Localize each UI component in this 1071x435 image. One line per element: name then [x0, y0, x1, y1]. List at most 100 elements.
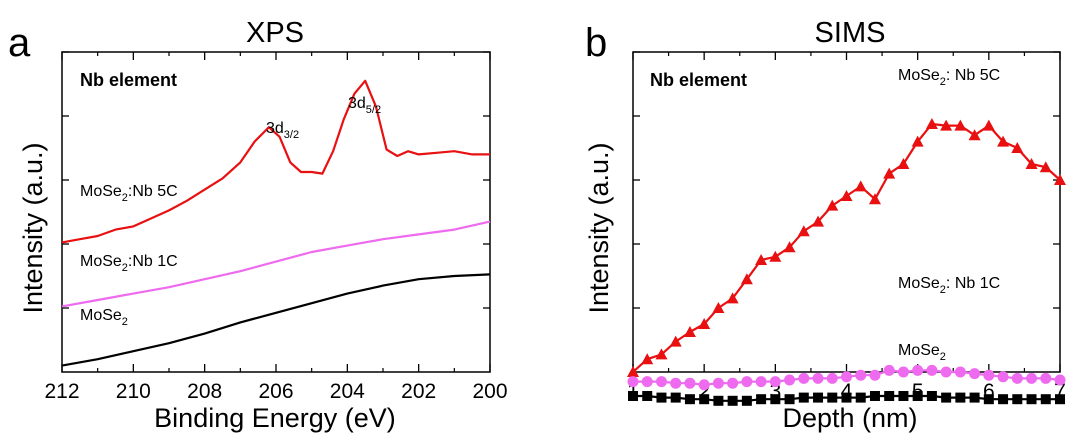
- panel-b-point-mose2: [983, 394, 994, 405]
- panel-b-point-mose2: [898, 391, 909, 401]
- panel-b-point-mose2-nb-1c: [954, 366, 966, 378]
- panel-b-point-mose2-nb-5c: [940, 119, 953, 131]
- panel-b-point-mose2: [827, 392, 838, 403]
- panel-b-point-mose2: [1026, 394, 1037, 405]
- panel-b-point-mose2: [699, 394, 710, 405]
- panel-b-point-mose2: [770, 394, 781, 405]
- panel-b-x-tick-label: 3: [769, 380, 781, 403]
- panel-b-series: [627, 118, 1066, 406]
- panel-b-point-mose2: [1040, 394, 1051, 405]
- panel-b-point-mose2: [869, 391, 880, 401]
- panel-a: a XPS Intensity (a.u.) Binding Energy (e…: [8, 17, 508, 433]
- panel-b-point-mose2: [884, 391, 895, 401]
- panel-b-letter: b: [585, 21, 607, 65]
- panel-b-point-mose2-nb-1c: [670, 377, 682, 389]
- panel-a-x-tick-label: 212: [44, 380, 79, 403]
- panel-b-point-mose2-nb-5c: [883, 167, 896, 179]
- panel-b-point-mose2: [855, 392, 866, 403]
- panel-b-point-mose2: [998, 394, 1009, 405]
- panel-b-point-mose2-nb-1c: [969, 368, 981, 380]
- panel-b-point-mose2-nb-1c: [1040, 372, 1052, 384]
- panel-a-x-tick-label: 204: [330, 380, 365, 403]
- series-label-b-nb1c: MoSe2: Nb 1C: [898, 275, 1000, 296]
- panel-b-point-mose2-nb-1c: [627, 376, 639, 388]
- panel-b-point-mose2: [727, 395, 738, 406]
- panel-a-x-axis-label: Binding Energy (eV): [154, 403, 396, 433]
- panel-b-point-mose2: [1055, 394, 1065, 405]
- panel-b-point-mose2-nb-5c: [1054, 174, 1066, 185]
- panel-a-series: [61, 79, 491, 367]
- panel-b-point-mose2-nb-5c: [641, 353, 654, 365]
- panel-a-letter: a: [8, 21, 31, 65]
- panel-b-point-mose2-nb-5c: [812, 215, 825, 227]
- panel-b-point-mose2: [1012, 394, 1023, 405]
- panel-b-point-mose2-nb-1c: [798, 372, 810, 384]
- panel-b-point-mose2-nb-1c: [855, 369, 867, 381]
- panel-b-point-mose2-nb-1c: [769, 376, 781, 388]
- panel-b-point-mose2-nb-1c: [869, 369, 881, 381]
- panel-b-point-mose2: [670, 392, 681, 403]
- panel-b-point-mose2-nb-5c: [627, 366, 639, 377]
- panel-b-point-mose2: [756, 394, 767, 405]
- panel-b-point-mose2-nb-1c: [1026, 372, 1038, 384]
- panel-a-tick-labels: 212 210 208 206 204 202 200: [44, 380, 507, 403]
- panel-b-x-tick-label: 2: [698, 380, 710, 403]
- panel-b-point-mose2: [969, 392, 980, 403]
- panel-b-point-mose2-nb-1c: [727, 377, 739, 389]
- panel-b-point-mose2-nb-5c: [868, 193, 881, 205]
- panel-b-point-mose2-nb-5c: [1039, 161, 1052, 173]
- panel-b-point-mose2: [941, 392, 952, 403]
- panel-a-x-tick-label: 200: [472, 380, 507, 403]
- panel-b-point-mose2: [926, 391, 937, 401]
- panel-b-point-mose2-nb-1c: [641, 376, 653, 388]
- panel-b-point-mose2-nb-5c: [997, 135, 1010, 147]
- panel-b-series-line-mose2-nb-5c: [632, 122, 1061, 373]
- panel-b-point-mose2: [784, 394, 795, 405]
- panel-b-y-axis-label: Intensity (a.u.): [584, 142, 614, 313]
- peak-label-3d52: 3d5/2: [348, 95, 381, 116]
- series-label-b-mose2: MoSe2: [898, 342, 946, 363]
- panel-b-point-mose2-nb-1c: [926, 364, 938, 376]
- panel-b-point-mose2-nb-5c: [968, 129, 981, 141]
- panel-b-point-mose2: [841, 392, 852, 403]
- panel-b: b SIMS Intensity (a.u.) Depth (nm) 12345…: [584, 17, 1066, 433]
- panel-b-point-mose2-nb-5c: [897, 158, 910, 169]
- panel-b-point-mose2-nb-5c: [826, 199, 839, 211]
- panel-b-plot-frame: [632, 51, 1061, 373]
- panel-b-point-mose2: [798, 392, 809, 403]
- panel-b-point-mose2-nb-5c: [1025, 158, 1038, 169]
- panel-b-point-mose2-nb-5c: [954, 119, 967, 131]
- panel-a-x-tick-label: 208: [187, 380, 222, 403]
- panel-b-point-mose2-nb-5c: [854, 180, 867, 192]
- panel-b-x-axis-label: Depth (nm): [782, 403, 917, 433]
- panel-b-point-mose2-nb-1c: [997, 371, 1009, 383]
- panel-b-point-mose2-nb-5c: [655, 348, 668, 360]
- panel-b-point-mose2-nb-5c: [783, 241, 796, 253]
- panel-b-point-mose2-nb-5c: [797, 225, 810, 237]
- panel-b-point-mose2-nb-5c: [683, 326, 696, 337]
- panel-b-point-mose2: [912, 391, 923, 401]
- panel-b-point-mose2: [813, 392, 824, 403]
- panel-a-x-tick-label: 210: [116, 380, 151, 403]
- panel-a-series-line-mose2: [61, 273, 491, 367]
- panel-b-point-mose2-nb-1c: [684, 377, 696, 389]
- panel-b-point-mose2-nb-5c: [982, 119, 995, 131]
- panel-b-point-mose2-nb-5c: [712, 302, 725, 313]
- panel-b-point-mose2-nb-1c: [755, 376, 767, 388]
- panel-b-point-mose2-nb-1c: [698, 379, 710, 391]
- panel-b-point-mose2-nb-1c: [741, 376, 753, 388]
- panel-a-y-axis-label: Intensity (a.u.): [18, 142, 48, 313]
- panel-b-point-mose2: [656, 392, 667, 403]
- panel-b-x-tick-label: 7: [1054, 380, 1066, 403]
- panel-b-point-mose2-nb-1c: [983, 369, 995, 381]
- peak-label-3d32: 3d3/2: [266, 120, 299, 141]
- panel-b-point-mose2-nb-1c: [655, 376, 667, 388]
- panel-b-point-mose2-nb-5c: [726, 292, 739, 304]
- panel-b-point-mose2-nb-1c: [940, 366, 952, 378]
- panel-b-point-mose2-nb-1c: [841, 371, 852, 383]
- panel-b-point-mose2-nb-1c: [883, 364, 895, 376]
- panel-a-x-tick-label: 202: [401, 380, 436, 403]
- panel-b-ticks: [632, 51, 1061, 372]
- panel-b-x-tick-label: 6: [983, 380, 995, 403]
